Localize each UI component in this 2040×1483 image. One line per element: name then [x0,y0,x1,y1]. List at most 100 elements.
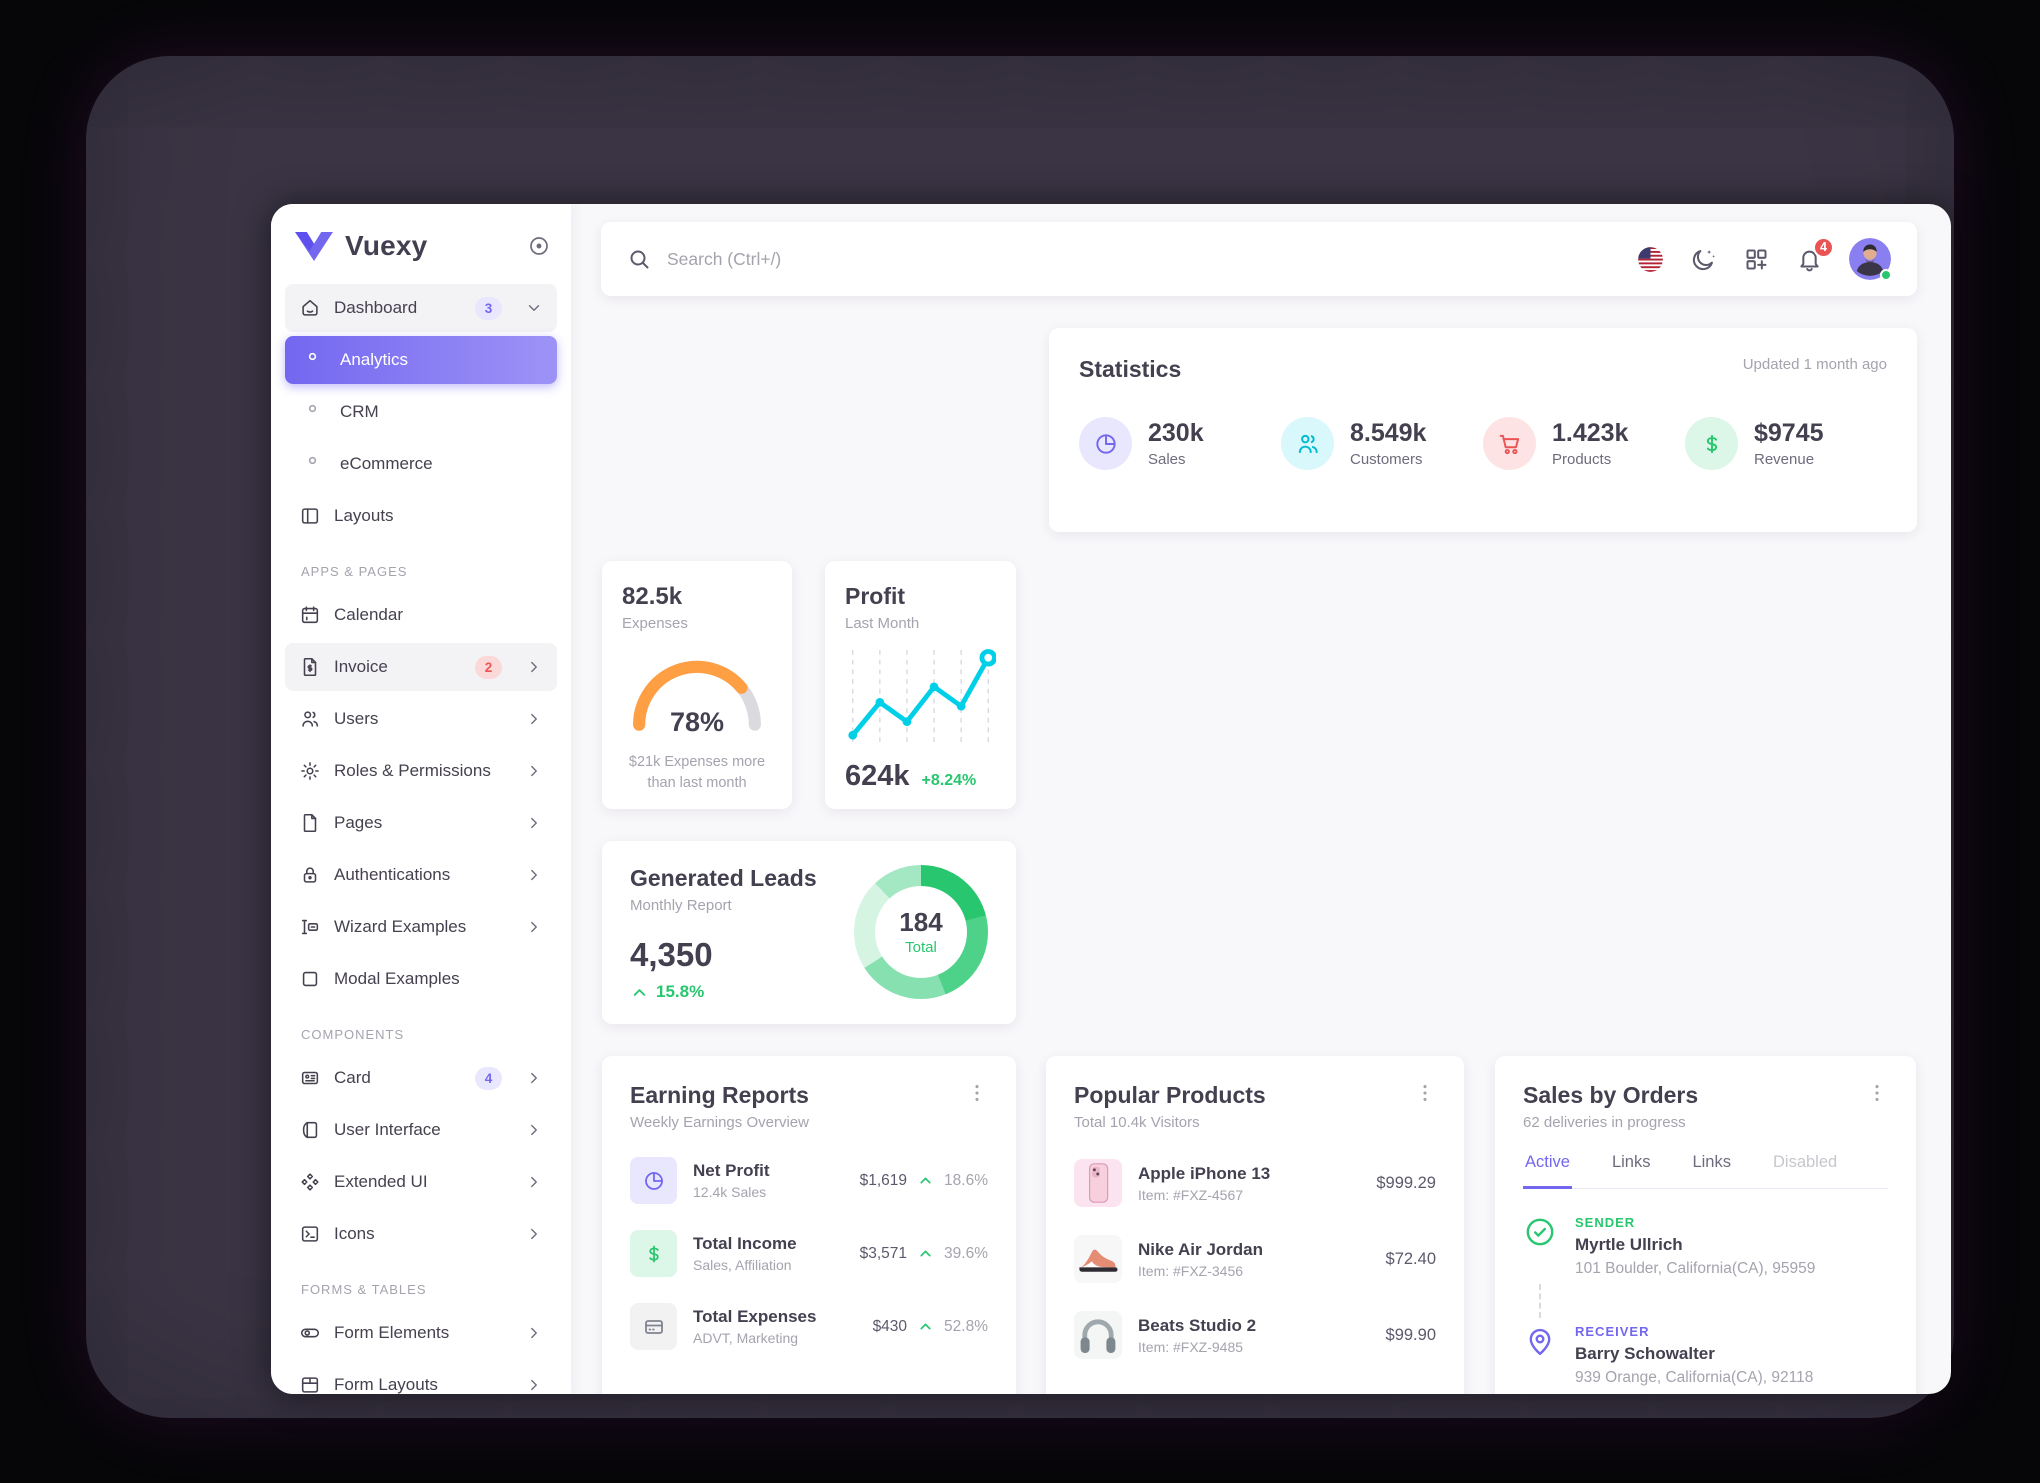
stat-label: Sales [1148,451,1186,468]
chevron-right-icon [525,762,543,780]
calendar-icon [299,604,321,626]
product-row-beats[interactable]: Beats Studio 2 Item: #FXZ-9485 $99.90 [1074,1311,1436,1359]
expenses-percent: 78% [669,707,725,737]
online-status-dot [1880,269,1892,281]
popular-products-card: Popular Products Total 10.4k Visitors Ap… [1046,1056,1464,1394]
sender-name: Myrtle Ullrich [1575,1235,1683,1254]
earning-reports-card: Earning Reports Weekly Earnings Overview… [602,1056,1016,1394]
sidebar-item-calendar[interactable]: Calendar [285,591,557,639]
sidebar-item-form-layouts[interactable]: Form Layouts [285,1361,557,1394]
sidebar-item-label: User Interface [334,1120,441,1139]
sidebar-item-label: Form Layouts [334,1375,438,1394]
search-input[interactable] [665,247,1637,271]
dashboard-badge: 3 [475,296,502,320]
map-pin-icon [1523,1324,1557,1358]
product-name: Nike Air Jordan [1138,1239,1264,1259]
statistics-updated: Updated 1 month ago [1742,356,1887,373]
product-price: $999.29 [1376,1173,1436,1192]
expenses-label: Expenses [622,615,688,632]
sidebar-item-label: eCommerce [340,454,433,473]
row-change: 18.6% [944,1171,988,1189]
sidebar-item-crm[interactable]: CRM [285,388,557,436]
sidebar-item-users[interactable]: Users [285,695,557,743]
earning-row-total-income[interactable]: Total Income Sales, Affiliation $3,571 3… [630,1230,988,1277]
sidebar-menu: Dashboard 3 Analytics CRM eCommerce Layo… [271,272,571,1394]
sidebar-item-authentications[interactable]: Authentications [285,851,557,899]
notifications-bell-icon[interactable]: 4 [1796,236,1834,273]
more-options-icon[interactable] [1866,1082,1888,1104]
sender-label: SENDER [1575,1215,1636,1230]
orders-title: Sales by Orders [1523,1082,1699,1108]
chevron-down-icon [525,299,543,317]
trend-up-icon [920,1177,931,1184]
form-layout-icon [299,1374,321,1394]
sidebar-item-label: Wizard Examples [334,917,467,936]
sidebar-item-icons[interactable]: Icons [285,1210,557,1258]
stat-value: $9745 [1754,419,1824,447]
sidebar-item-label: CRM [340,402,379,421]
sidebar-item-invoice[interactable]: Invoice 2 [285,643,557,691]
tab-active[interactable]: Active [1523,1153,1572,1189]
sidebar-item-dashboard[interactable]: Dashboard 3 [285,284,557,332]
sidebar-item-user-interface[interactable]: User Interface [285,1106,557,1154]
dashboard-screen: Vuexy Dashboard 3 Analytics CRM [271,204,1951,1394]
timeline-connector [1539,1284,1888,1318]
tab-links-2[interactable]: Links [1692,1153,1731,1171]
receiver-address: 939 Orange, California(CA), 92118 [1575,1369,1814,1386]
sidebar-item-label: Roles & Permissions [334,761,491,780]
tab-links-1[interactable]: Links [1611,1153,1651,1171]
sender-block: SENDER Myrtle Ullrich 101 Boulder, Calif… [1523,1215,1888,1278]
sidebar-item-extended-ui[interactable]: Extended UI [285,1158,557,1206]
stat-products: 1.423k Products [1483,417,1685,470]
product-row-nike[interactable]: Nike Air Jordan Item: #FXZ-3456 $72.40 [1074,1235,1436,1283]
profit-line-chart [845,648,997,750]
sidebar-item-label: Icons [334,1224,375,1243]
sneaker-product-image [1074,1235,1122,1283]
sidebar-item-analytics[interactable]: Analytics [285,336,557,384]
sidebar-item-form-elements[interactable]: Form Elements [285,1309,557,1357]
receiver-label: RECEIVER [1575,1324,1650,1339]
language-flag-icon[interactable] [1637,246,1664,273]
profit-card: Profit Last Month 624k +8.24% [825,561,1016,809]
statistics-title: Statistics [1079,356,1182,382]
sender-address: 101 Boulder, California(CA), 95959 [1575,1260,1816,1277]
sidebar-item-layouts[interactable]: Layouts [285,492,557,540]
sidebar-item-pages[interactable]: Pages [285,799,557,847]
chevron-right-icon [525,1173,543,1191]
sidebar-item-ecommerce[interactable]: eCommerce [285,440,557,488]
stat-customers: 8.549k Customers [1281,417,1483,470]
sidebar-item-card[interactable]: Card 4 [285,1054,557,1102]
sidebar-item-label: Invoice [334,657,388,676]
check-circle-icon [1523,1215,1557,1249]
circle-bullet-icon [305,453,327,475]
chevron-right-icon [525,814,543,832]
sidebar-collapse-toggle-icon[interactable] [527,234,551,258]
product-item-code: Item: #FXZ-3456 [1138,1262,1244,1279]
sidebar-item-wizard-examples[interactable]: Wizard Examples [285,903,557,951]
sidebar-item-label: Card [334,1068,371,1087]
sidebar-section-apps-pages: APPS & PAGES [301,564,408,579]
user-avatar[interactable] [1849,238,1892,281]
product-row-iphone[interactable]: Apple iPhone 13 Item: #FXZ-4567 $999.29 [1074,1159,1436,1207]
more-options-icon[interactable] [1414,1082,1436,1104]
sidebar-item-modal-examples[interactable]: Modal Examples [285,955,557,1003]
shortcuts-grid-icon[interactable] [1743,246,1770,273]
sidebar-item-label: Dashboard [334,298,418,317]
brand[interactable]: Vuexy [271,204,571,272]
trend-up-icon [920,1250,931,1257]
more-options-icon[interactable] [966,1082,988,1104]
dark-mode-moon-icon[interactable] [1690,246,1717,273]
wizard-icon [299,916,321,938]
tab-disabled[interactable]: Disabled [1773,1153,1838,1171]
sidebar-section-forms-tables: FORMS & TABLES [301,1282,427,1297]
chevron-right-icon [525,658,543,676]
earning-row-total-expenses[interactable]: Total Expenses ADVT, Marketing $430 52.8… [630,1303,988,1350]
expenses-value: 82.5k [622,583,683,610]
circle-bullet-icon [305,401,327,423]
orders-subtitle: 62 deliveries in progress [1523,1114,1686,1131]
profit-title: Profit [845,583,906,609]
square-icon [299,968,321,990]
sidebar-item-roles-permissions[interactable]: Roles & Permissions [285,747,557,795]
earning-row-net-profit[interactable]: Net Profit 12.4k Sales $1,619 18.6% [630,1157,988,1204]
components-icon [299,1171,321,1193]
